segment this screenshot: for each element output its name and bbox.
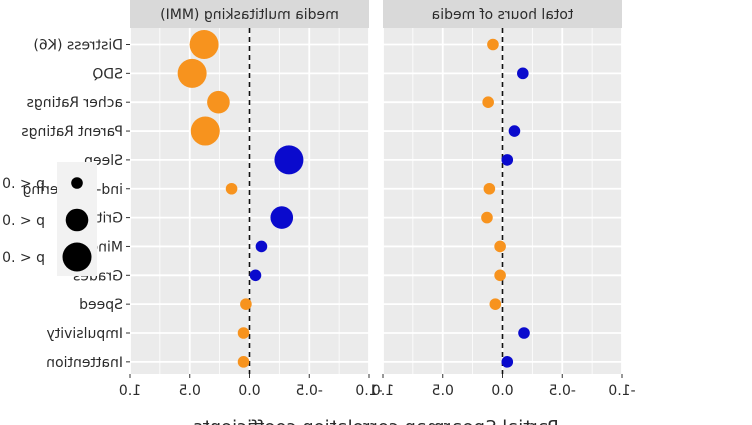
data-point [225,182,238,195]
x-tick-label: -0.5 [549,383,576,399]
data-point [177,58,207,88]
x-tick-label: -1.0 [608,383,635,399]
data-point [240,298,252,310]
category-label: Grit [97,211,123,227]
x-tick-label: 0.5 [432,383,454,399]
data-point [270,206,294,229]
data-point [481,211,493,224]
data-point [489,298,502,310]
data-point [237,356,250,368]
data-point [517,67,529,80]
x-tick-label: -1.0 [355,383,382,399]
category-label: SDQ [92,66,123,82]
category-label: Parent Ratings [21,124,123,140]
x-tick-label: 1.0 [119,383,141,399]
data-point [508,125,521,137]
data-point [482,96,494,108]
legend-label: p < .0 [2,213,45,229]
data-point [207,90,230,114]
legend-label: p < .0 [2,250,45,266]
panel-title: total hours of media [432,7,574,23]
legend-label: p < .0 [2,176,45,192]
data-point [190,116,220,146]
legend-size-key [65,208,89,232]
x-axis-title: Partial Spearman correlation coefficient… [193,417,559,425]
category-label: Speed [79,297,123,313]
data-point [255,240,268,253]
x-tick-label: -0.5 [296,383,323,399]
data-point [487,38,499,51]
legend-size-key [71,177,83,189]
x-tick-label: 0.0 [491,383,513,399]
data-point [494,240,506,253]
panel-title: media multitasking (MMI) [160,7,339,23]
data-point [494,269,506,282]
data-point [518,327,530,339]
data-point [483,182,496,195]
category-label: Inattention [46,355,123,371]
panel-strip [383,0,622,28]
category-label: acher Ratings [27,95,123,111]
category-label: Distress (K6) [33,38,123,54]
data-point [501,154,514,166]
category-label: Impulsivity [46,326,123,342]
panel-strip [130,0,369,28]
data-point [249,269,262,282]
x-tick-label: 0.0 [238,383,260,399]
x-tick-label: 1.0 [372,383,394,399]
legend-size-key [62,242,92,272]
x-tick-label: 0.5 [179,383,201,399]
data-point [274,145,304,175]
data-point [189,30,219,59]
data-point [237,327,250,339]
data-point [501,356,514,368]
